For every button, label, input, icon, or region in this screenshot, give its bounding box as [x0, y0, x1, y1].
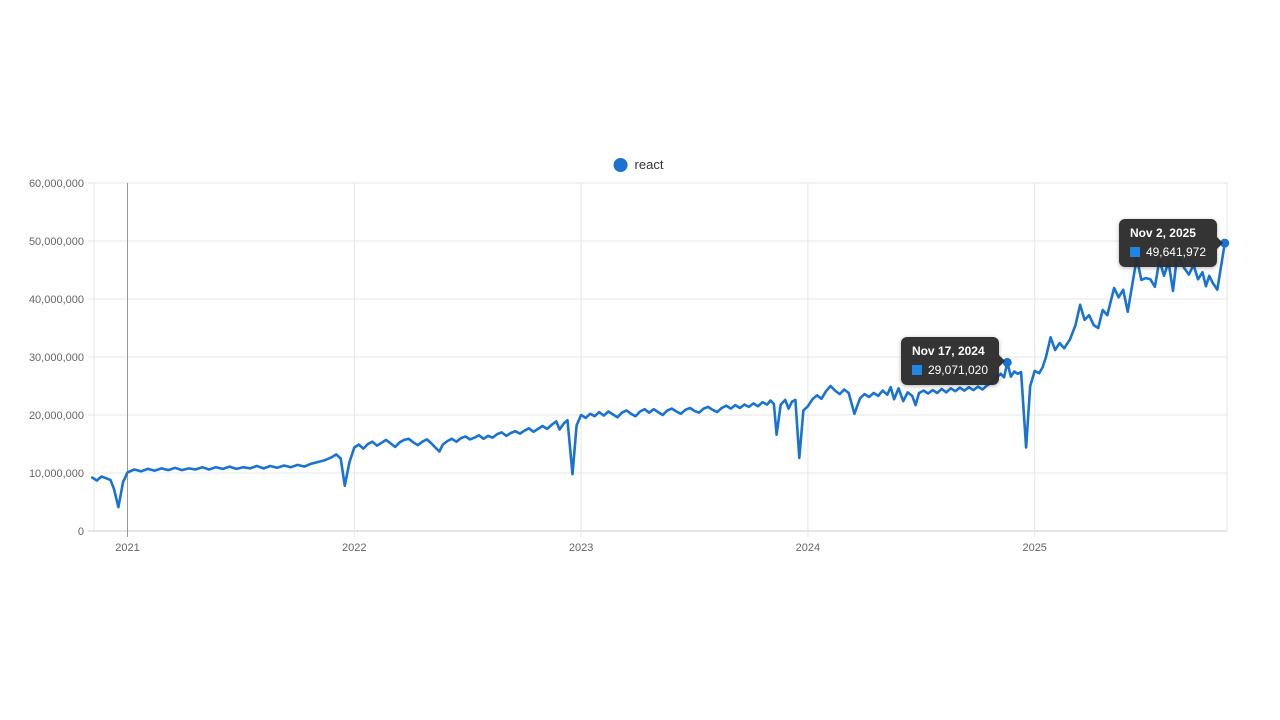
y-axis-tick-label: 10,000,000 — [29, 468, 84, 480]
y-axis-tick-label: 40,000,000 — [29, 294, 84, 306]
tooltip-arrow-icon — [1217, 237, 1223, 249]
y-axis-tick-label: 30,000,000 — [29, 352, 84, 364]
x-axis-tick-label: 2021 — [115, 542, 139, 554]
series-square-icon — [911, 365, 922, 375]
data-point-marker[interactable] — [1002, 357, 1012, 367]
legend-circle-icon — [613, 157, 628, 172]
x-axis-tick-label: 2024 — [796, 542, 820, 554]
legend-item-react[interactable]: react — [613, 157, 664, 172]
y-axis-tick-label: 60,000,000 — [29, 178, 84, 190]
tooltip-value: 29,071,020 — [927, 363, 988, 377]
series-square-icon — [1129, 247, 1140, 257]
y-axis-tick-label: 20,000,000 — [29, 410, 84, 422]
legend-label: react — [634, 157, 664, 172]
x-axis-tick-label: 2023 — [569, 542, 593, 554]
tooltip-date: Nov 17, 2024 — [911, 344, 985, 358]
tooltip-value: 49,641,972 — [1145, 245, 1206, 259]
y-axis-tick-label: 0 — [78, 526, 84, 538]
tooltip-date: Nov 2, 2025 — [1129, 226, 1196, 240]
tooltip-nov-17-2024: Nov 17, 2024 29,071,020 — [900, 337, 1005, 385]
line-chart-plot-area[interactable]: 0 10,000,000 20,000,000 30,000,000 40,000,00… — [0, 0, 1280, 600]
x-axis-tick-label: 2025 — [1022, 542, 1046, 554]
react-series-line[interactable] — [91, 241, 1227, 509]
x-axis-tick-label: 2022 — [342, 542, 366, 554]
y-axis-tick-label: 50,000,000 — [29, 236, 84, 248]
tooltip-nov-2-2025: Nov 2, 2025 49,641,972 — [1118, 219, 1223, 267]
tooltip-arrow-icon — [999, 355, 1005, 367]
